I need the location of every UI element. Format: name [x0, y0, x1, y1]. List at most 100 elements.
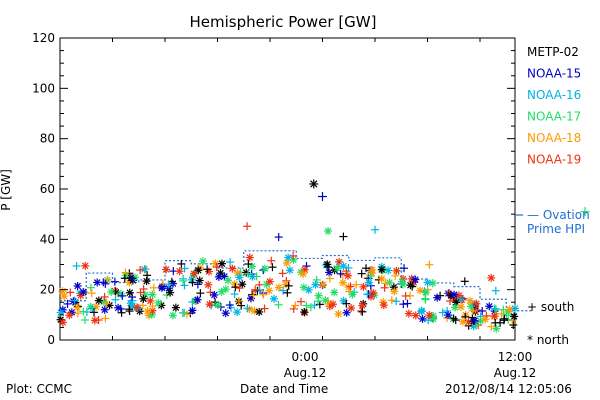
- north-marker: [73, 281, 82, 290]
- south-marker: [362, 264, 371, 273]
- north-marker: [392, 266, 401, 275]
- south-marker: [118, 291, 127, 300]
- north-marker: [210, 290, 219, 299]
- south-marker: [234, 297, 243, 306]
- south-marker: [79, 307, 88, 316]
- ovation-hpi-line: [60, 250, 533, 312]
- north-marker: [154, 298, 163, 307]
- south-marker: [371, 225, 380, 234]
- north-marker: [221, 309, 230, 318]
- plot-timestamp: 2012/08/14 12:05:06: [445, 382, 572, 396]
- south-marker: [102, 299, 111, 308]
- north-marker: [411, 311, 420, 320]
- south-marker: [196, 289, 205, 298]
- south-marker: [318, 192, 327, 202]
- north-marker: [467, 302, 476, 311]
- y-axis: 0 20 40 60 80 100 120: [32, 31, 515, 347]
- south-marker: [180, 281, 189, 290]
- north-marker: [324, 227, 333, 236]
- south-marker: [243, 222, 252, 231]
- south-marker: [302, 301, 311, 310]
- north-marker: [348, 290, 357, 299]
- south-marker: [478, 307, 487, 316]
- north-marker: [198, 257, 207, 266]
- south-marker: [460, 277, 469, 286]
- south-marker: [342, 299, 351, 308]
- chart-title: Hemispheric Power [GW]: [190, 13, 377, 31]
- legend-entry: METP-02: [527, 45, 579, 59]
- north-marker: [300, 307, 309, 316]
- south-marker: [125, 307, 134, 316]
- north-marker: [398, 280, 407, 289]
- south-marker: [237, 301, 246, 310]
- north-marker: [284, 253, 293, 262]
- north-marker: [171, 303, 180, 312]
- x-axis: 0:00Aug.1212:00Aug.120:00Aug.1312:00Aug.…: [59, 38, 536, 380]
- north-marker: [385, 278, 394, 287]
- north-marker: [309, 179, 319, 189]
- north-marker: [81, 261, 90, 270]
- y-tick-label: 100: [32, 81, 55, 95]
- north-marker: [204, 280, 213, 289]
- ovation-step-line: [60, 250, 533, 312]
- north-marker: [157, 283, 166, 292]
- south-marker: [110, 277, 119, 286]
- north-marker: [126, 273, 135, 282]
- north-marker: [166, 288, 175, 297]
- south-marker: [149, 283, 158, 292]
- y-tick-label: 120: [32, 31, 55, 45]
- north-marker: [423, 278, 432, 287]
- data-points: [56, 179, 590, 333]
- north-marker: [248, 272, 257, 281]
- south-marker: [500, 314, 509, 323]
- legend-entry: NOAA-19: [527, 153, 581, 167]
- south-marker: [188, 278, 197, 287]
- legend-south-marker: + south: [527, 300, 574, 314]
- south-marker: [203, 265, 212, 274]
- north-marker: [457, 302, 466, 311]
- north-marker: [418, 314, 427, 323]
- north-marker: [189, 269, 198, 278]
- y-tick-label: 20: [40, 283, 55, 297]
- north-marker: [195, 276, 204, 285]
- south-marker: [291, 301, 300, 310]
- north-marker: [213, 300, 222, 309]
- north-marker: [333, 264, 342, 273]
- south-marker: [580, 207, 590, 217]
- south-marker: [244, 269, 253, 278]
- south-marker: [325, 274, 334, 283]
- north-marker: [444, 311, 453, 320]
- north-marker: [490, 311, 499, 320]
- south-marker: [400, 264, 409, 273]
- y-tick-label: 60: [40, 182, 55, 196]
- y-tick-label: 0: [47, 333, 55, 347]
- x-axis-title: Date and Time: [240, 382, 329, 396]
- north-marker: [428, 279, 437, 288]
- north-marker: [325, 268, 334, 277]
- south-marker: [472, 321, 481, 330]
- south-marker: [63, 299, 72, 308]
- south-marker: [81, 316, 90, 325]
- south-marker: [244, 260, 253, 269]
- south-marker: [339, 232, 348, 241]
- y-axis-title: P [GW]: [0, 169, 13, 211]
- north-marker: [79, 287, 88, 296]
- north-marker: [338, 278, 347, 287]
- south-marker: [70, 296, 79, 305]
- legend-entry: NOAA-17: [527, 110, 581, 124]
- south-marker: [363, 290, 372, 299]
- south-marker: [267, 256, 276, 265]
- south-marker: [128, 274, 137, 283]
- legend-ovation-label: — Ovation: [527, 208, 590, 222]
- north-marker: [126, 299, 135, 308]
- north-marker: [100, 305, 109, 314]
- north-marker: [406, 281, 415, 290]
- south-marker: [101, 314, 110, 323]
- north-marker: [299, 283, 308, 292]
- north-marker: [465, 296, 474, 305]
- south-marker: [357, 269, 366, 278]
- north-marker: [377, 274, 386, 283]
- south-marker: [289, 304, 298, 313]
- north-marker: [319, 280, 328, 289]
- y-tick-label: 40: [40, 232, 55, 246]
